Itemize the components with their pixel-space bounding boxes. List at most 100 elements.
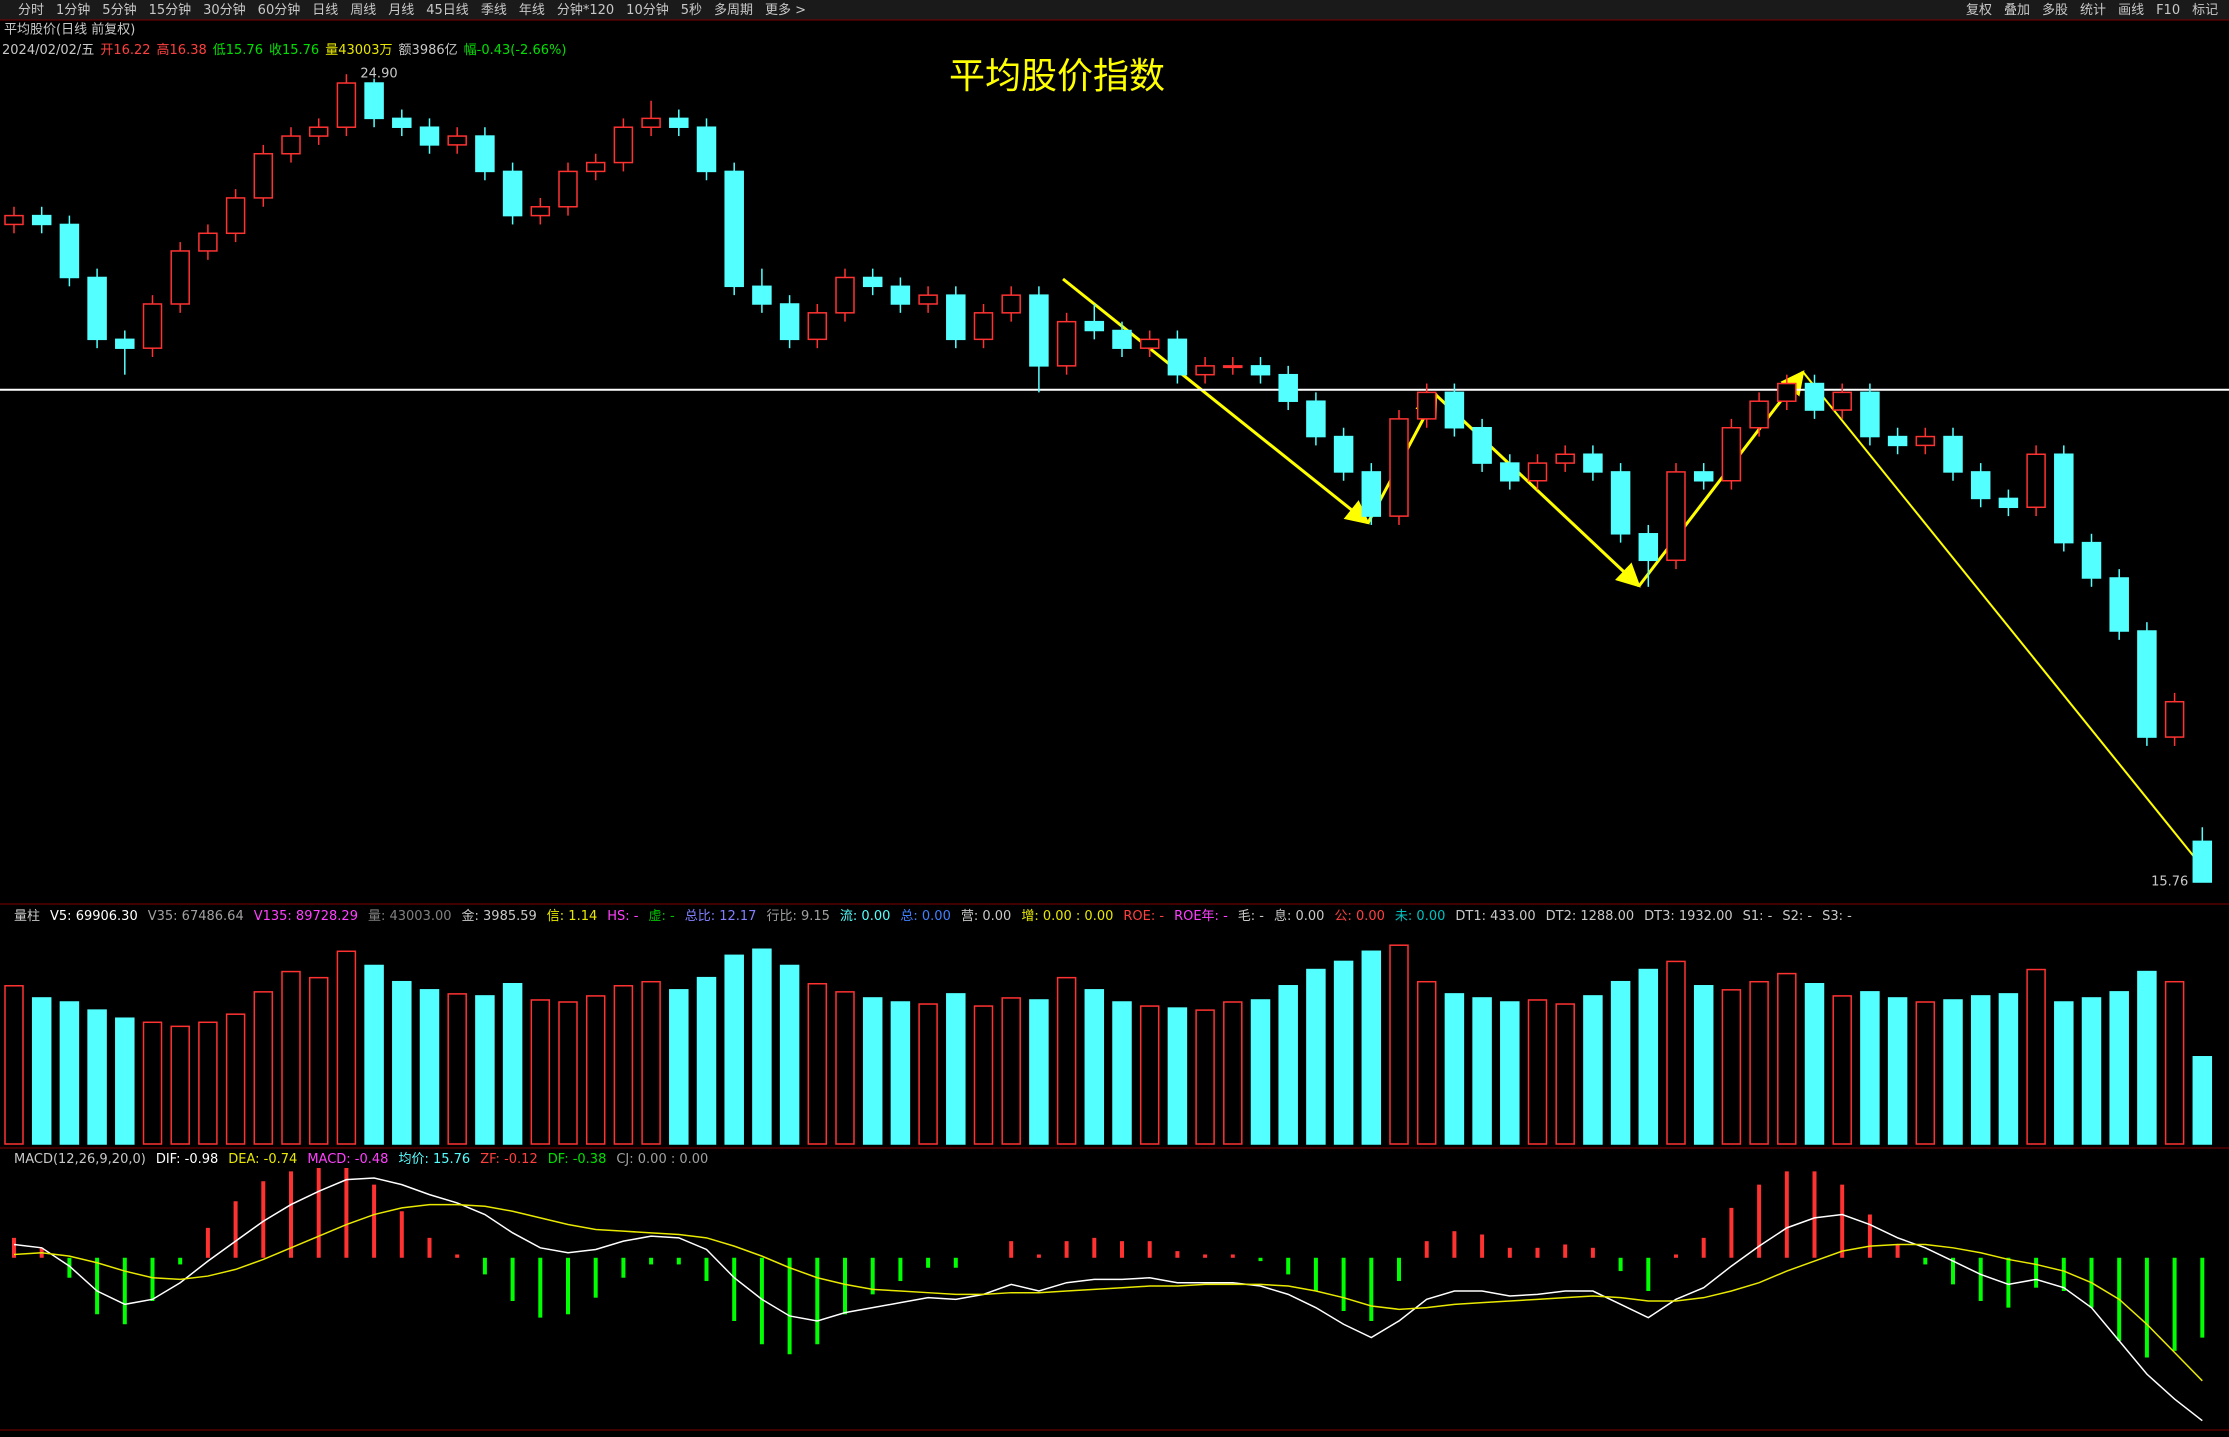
volume-bar bbox=[198, 1021, 218, 1145]
candle-body bbox=[1416, 391, 1437, 420]
candle-body bbox=[87, 276, 107, 341]
candle-body bbox=[1749, 400, 1769, 429]
candle-body bbox=[115, 338, 135, 349]
toolbar-button: 15分钟 bbox=[149, 2, 192, 18]
candle-body bbox=[1306, 400, 1326, 438]
volume-bar bbox=[1250, 999, 1271, 1145]
toolbar-button: 日线 bbox=[312, 3, 338, 18]
volume-bar bbox=[225, 1013, 246, 1145]
candle-body bbox=[835, 276, 855, 314]
legend-item: 量: 43003.00 bbox=[368, 909, 452, 924]
candle-body bbox=[696, 126, 717, 173]
arrow bbox=[1802, 371, 2210, 876]
candle-body bbox=[281, 135, 301, 155]
volume-bar bbox=[281, 970, 301, 1145]
candle-body bbox=[447, 135, 467, 146]
candle-body bbox=[170, 250, 190, 305]
candle-body bbox=[1084, 320, 1105, 332]
volume-bar bbox=[2081, 997, 2102, 1145]
legend-item: 毛: - bbox=[1238, 909, 1265, 924]
candle-body bbox=[724, 170, 744, 288]
candle-body bbox=[1056, 320, 1077, 367]
candle-body bbox=[807, 312, 828, 341]
candle-body bbox=[1777, 382, 1797, 402]
legend-item: 营: 0.00 bbox=[961, 909, 1011, 924]
candle-body bbox=[1223, 365, 1243, 369]
volume-bar bbox=[1056, 976, 1077, 1145]
legend-item: 幅-0.43(-2.66%) bbox=[464, 43, 567, 58]
toolbar-button: 分时 bbox=[18, 3, 44, 18]
candle-body bbox=[1915, 435, 1936, 447]
candle-body bbox=[2026, 453, 2046, 509]
legend-item: 高16.38 bbox=[157, 42, 207, 58]
legend-item: 公: 0.00 bbox=[1334, 909, 1384, 924]
volume-bar bbox=[2192, 1056, 2213, 1145]
legend-item: V35: 67486.64 bbox=[148, 909, 244, 924]
candle-body bbox=[558, 170, 578, 208]
candle-body bbox=[1583, 453, 1603, 473]
toolbar-button: 统计 bbox=[2080, 3, 2106, 18]
volume-bar bbox=[585, 995, 606, 1145]
volume-bar bbox=[59, 1001, 80, 1145]
volume-bar bbox=[862, 997, 883, 1145]
legend-item: 息: 0.00 bbox=[1274, 908, 1324, 924]
candle-body bbox=[779, 303, 800, 341]
legend-item: DIF: -0.98 bbox=[156, 1152, 218, 1167]
candle-body bbox=[1887, 435, 1908, 447]
candle-body bbox=[946, 294, 966, 341]
volume-bar bbox=[502, 982, 523, 1145]
candle-body bbox=[1666, 471, 1686, 562]
volume-bar bbox=[1306, 968, 1326, 1145]
toolbar-button: 周线 bbox=[350, 3, 376, 18]
candle-body bbox=[1001, 294, 1021, 314]
volume-bar bbox=[1416, 980, 1437, 1145]
candle-body bbox=[1361, 471, 1382, 517]
candle-body bbox=[1195, 365, 1215, 376]
candle-body bbox=[253, 152, 274, 199]
volume-bar bbox=[558, 1001, 578, 1145]
volume-bar bbox=[2026, 968, 2046, 1145]
legend-item: 均价: 15.76 bbox=[398, 1152, 470, 1167]
volume-bar bbox=[2054, 1001, 2074, 1145]
trend-arrows bbox=[1062, 277, 2210, 876]
candle-body bbox=[1167, 338, 1188, 376]
legend-item: S2: - bbox=[1782, 909, 1812, 924]
toolbar-button: 30分钟 bbox=[203, 2, 246, 18]
volume-bar bbox=[1970, 995, 1991, 1145]
macd-legend: MACD(12,26,9,20,0) DIF: -0.98 DEA: -0.74 MA… bbox=[14, 1152, 708, 1167]
toolbar-button: 分钟*120 bbox=[557, 2, 614, 18]
candle-body bbox=[1721, 426, 1742, 482]
volume-bar bbox=[835, 991, 855, 1145]
legend-item: DT3: 1932.00 bbox=[1644, 909, 1733, 924]
legend-item: ROE: - bbox=[1123, 909, 1164, 924]
chart-name: 平均股价(日线 前复权) bbox=[4, 22, 135, 38]
toolbar-button: 10分钟 bbox=[626, 2, 669, 18]
volume-bar bbox=[253, 991, 274, 1145]
volume-bar bbox=[779, 964, 800, 1145]
volume-bar bbox=[1084, 989, 1105, 1145]
toolbar-button: 多股 bbox=[2042, 2, 2068, 18]
toolbar-button: 标记 bbox=[2192, 3, 2218, 18]
volume-bar bbox=[973, 1005, 994, 1145]
candle-body bbox=[1029, 294, 1049, 367]
candle-body bbox=[1389, 418, 1409, 517]
toolbar-button: 60分钟 bbox=[258, 2, 301, 18]
legend-item: DF: -0.38 bbox=[548, 1152, 607, 1167]
candle-body bbox=[59, 223, 80, 279]
legend-item: DT2: 1288.00 bbox=[1546, 909, 1635, 924]
legend-item: HS: - bbox=[607, 909, 639, 924]
volume-bar bbox=[1998, 993, 2019, 1145]
volume-bar bbox=[1500, 1001, 1520, 1145]
candle-body bbox=[225, 197, 246, 235]
legend-item: 行比: 9.15 bbox=[766, 909, 829, 924]
candle-body bbox=[2109, 577, 2129, 632]
candle-body bbox=[1555, 453, 1575, 464]
toolbar-bg bbox=[0, 0, 2229, 20]
legend-item: S1: - bbox=[1743, 909, 1773, 924]
volume-bar bbox=[1749, 980, 1769, 1145]
toolbar-button: 45日线 bbox=[426, 3, 469, 18]
volume-bar bbox=[364, 964, 384, 1145]
candle-body bbox=[1278, 373, 1298, 402]
